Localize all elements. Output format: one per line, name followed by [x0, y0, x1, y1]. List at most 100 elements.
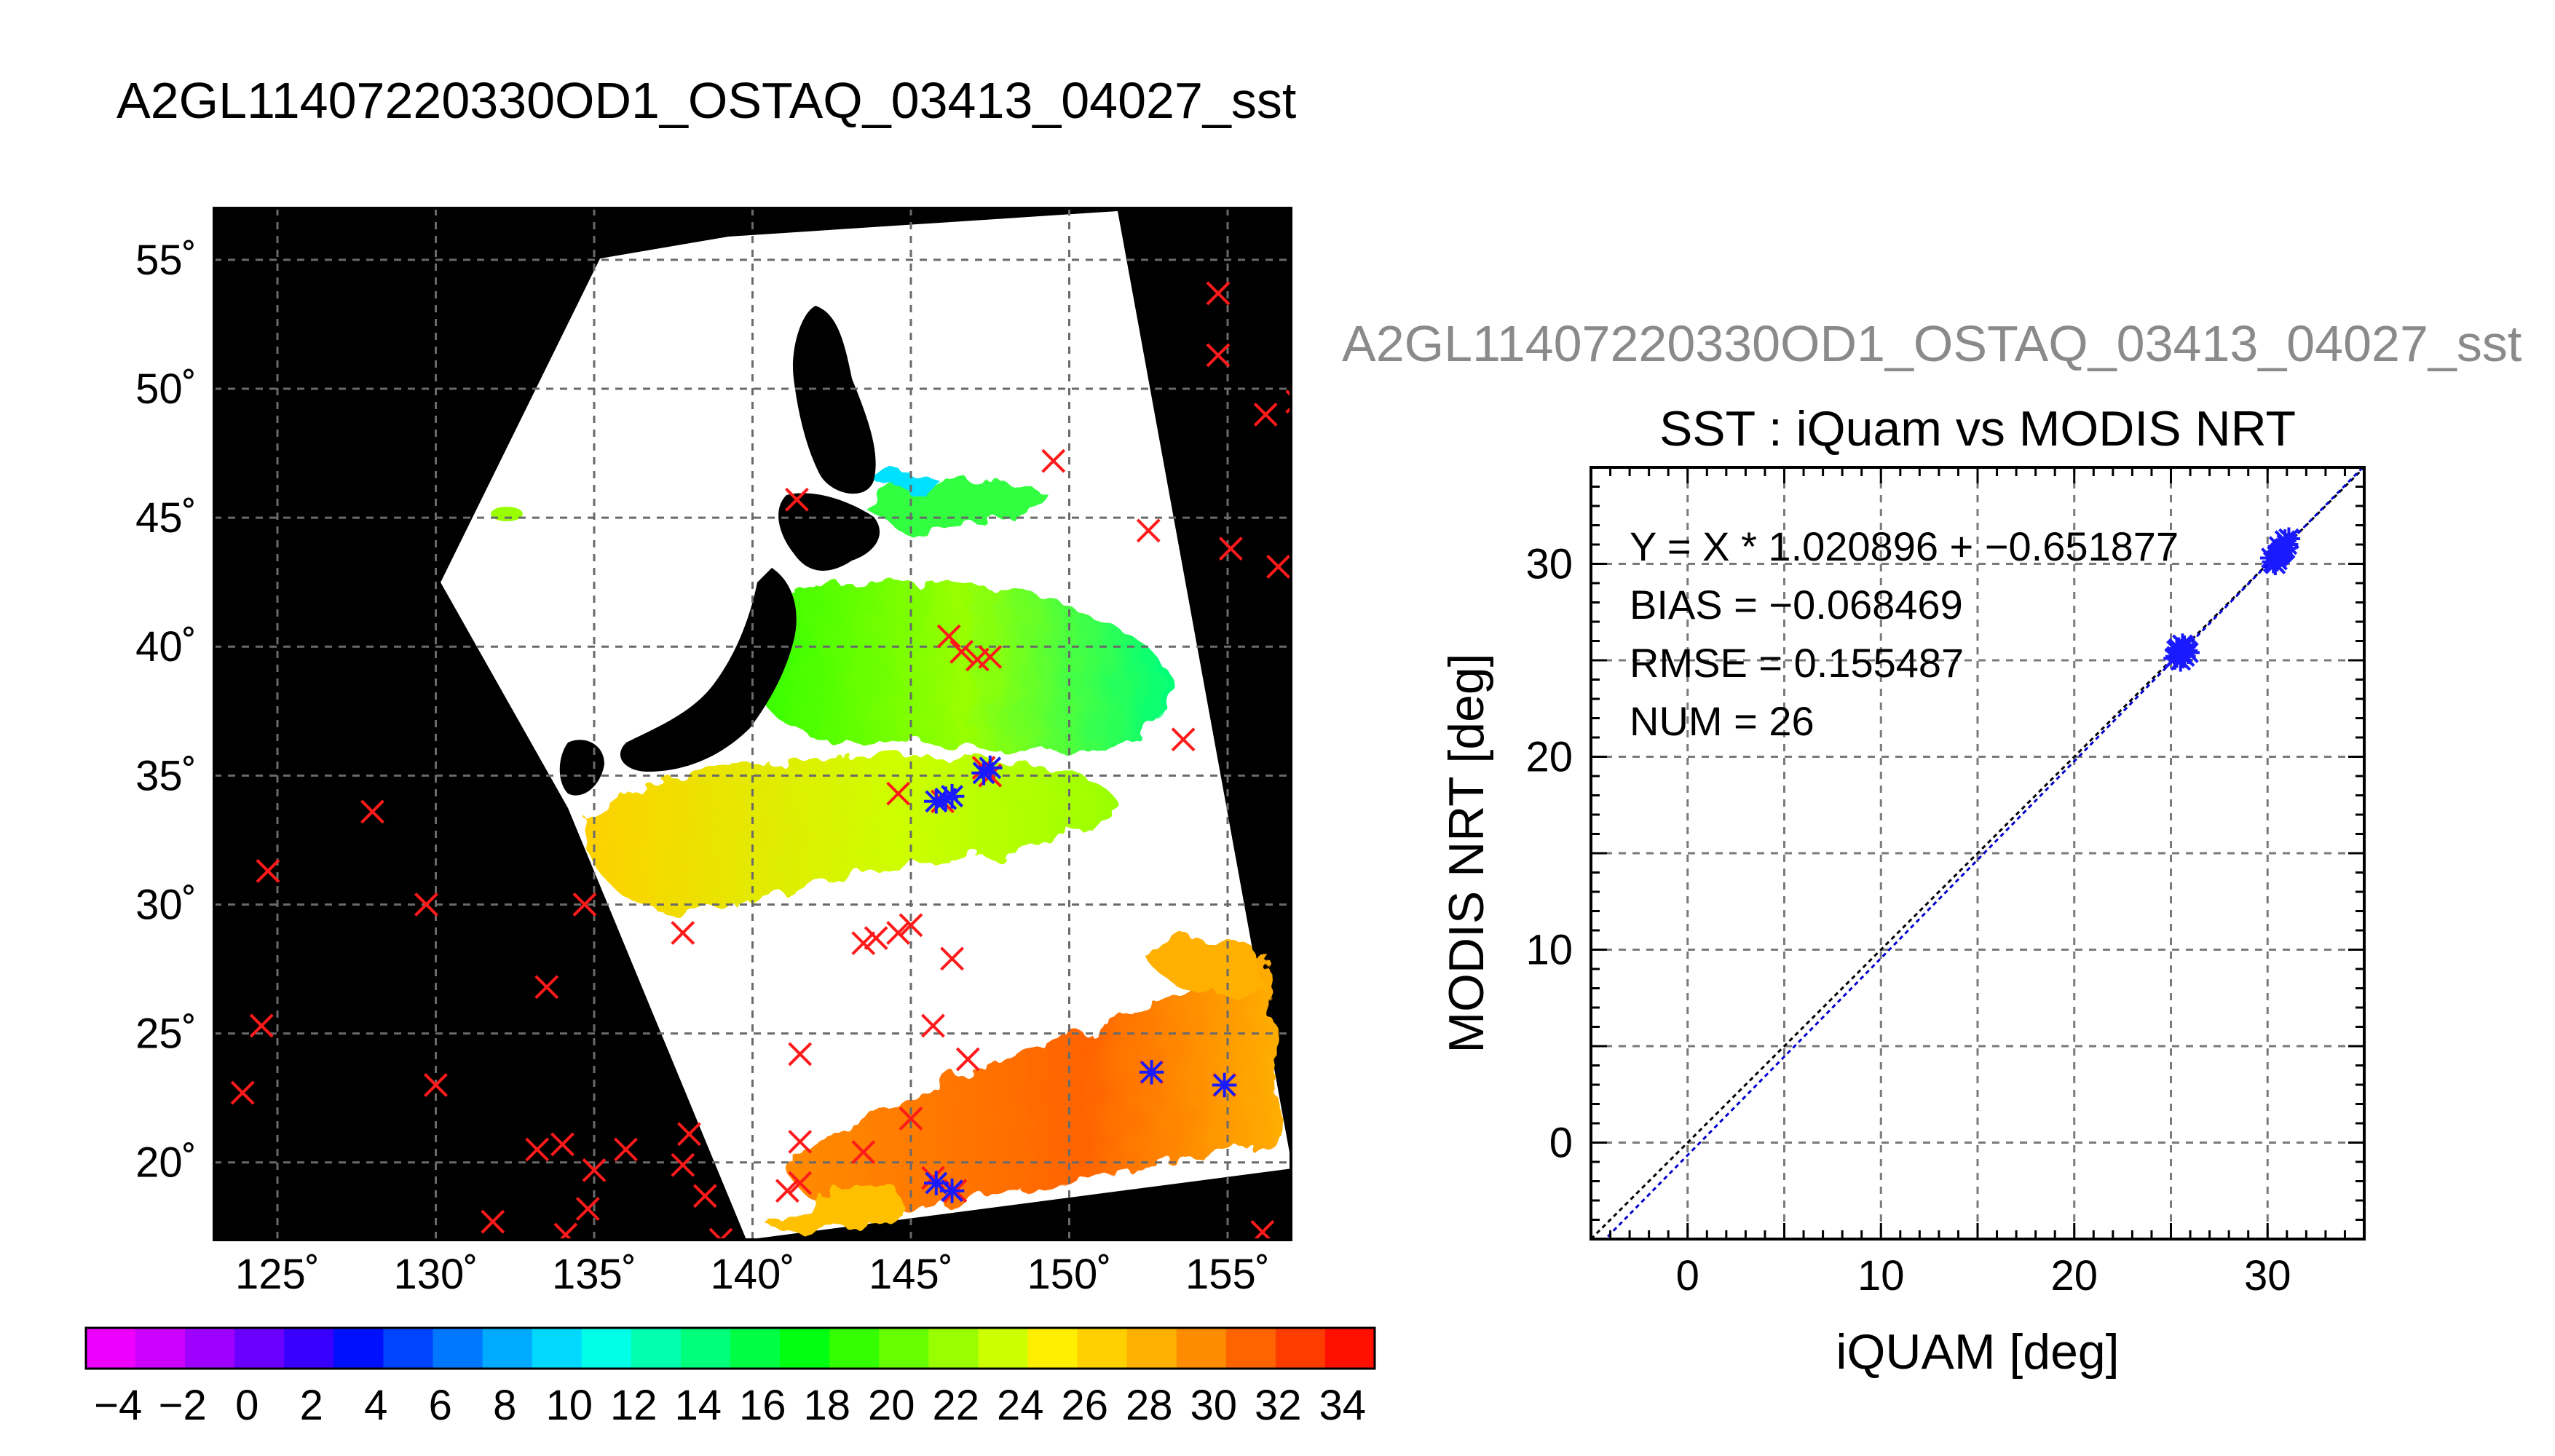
- map-x-tick: 140˚: [710, 1251, 794, 1298]
- map-x-tick: 150˚: [1027, 1251, 1111, 1298]
- scatter-minor-ticks: [1591, 467, 2364, 1239]
- iquam-marker: [978, 644, 1003, 669]
- map-grid: [214, 208, 1291, 1240]
- iquam-marker: [940, 946, 964, 971]
- colorbar-cell: [433, 1328, 483, 1369]
- land-continent: [214, 208, 746, 1240]
- map-y-tick: 20˚: [135, 1139, 197, 1187]
- iquam-marker: [784, 487, 809, 512]
- sst-field-far-south: [772, 1184, 903, 1233]
- iquam-marker: [936, 624, 961, 649]
- map-x-tick: 135˚: [552, 1251, 636, 1298]
- iquam-marker: [851, 1140, 876, 1164]
- colorbar-tick: 10: [545, 1382, 593, 1429]
- colorbar-cell: [680, 1328, 731, 1369]
- map-x-tick: 155˚: [1185, 1251, 1270, 1298]
- scatter-subtitle: A2GL11407220330OD1_OSTAQ_03413_04027_sst: [1342, 315, 2522, 372]
- iquam-marker: [677, 1122, 701, 1147]
- stats-bias: BIAS = −0.068469: [1630, 582, 1963, 628]
- colorbar-tick: 0: [235, 1382, 258, 1429]
- iquam-marker: [1266, 554, 1291, 579]
- sst-field-central: [583, 756, 1121, 910]
- colorbar-tick: −2: [159, 1382, 207, 1429]
- scatter-y-tick-labels: 0 10 20 30: [1525, 541, 1573, 1167]
- colorbar-cell: [333, 1328, 384, 1369]
- map-x-tick: 145˚: [869, 1251, 953, 1298]
- map-y-tick: 55˚: [135, 237, 197, 284]
- sst-field-cold: [874, 472, 939, 491]
- iquam-marker: [671, 921, 695, 945]
- colorbar-cells: [86, 1328, 1375, 1369]
- iquam-marker: [708, 1227, 733, 1240]
- iquam-marker: [424, 1073, 448, 1097]
- colorbar-cell: [532, 1328, 583, 1369]
- colorbar-tick: 22: [932, 1382, 979, 1429]
- colorbar-tick: 12: [610, 1382, 657, 1429]
- stats-block: Y = X * 1.020896 + −0.651877 BIAS = −0.0…: [1630, 523, 2179, 744]
- iquam-marker: [614, 1137, 638, 1162]
- scatter-x-tick-labels: 0 10 20 30: [1676, 1252, 2291, 1299]
- map-markers: [230, 281, 1291, 1240]
- land-hokkaido: [778, 493, 880, 571]
- colorbar: −4 −2 0 2 4 6 8 10 12 14 16 18 20 22 24 26 28 30 32 34: [84, 1326, 1376, 1429]
- iquam-marker: [899, 1107, 923, 1131]
- sst-field-east: [1136, 935, 1267, 996]
- iquam-marker: [481, 1209, 505, 1234]
- iquam-marker: [1041, 448, 1066, 473]
- colorbar-tick: 30: [1190, 1382, 1237, 1429]
- iquam-marker: [886, 781, 911, 806]
- map-x-tick: 130˚: [393, 1251, 478, 1298]
- sst-map: 125˚ 130˚ 135˚ 140˚ 145˚ 150˚ 155˚ 20˚ 25˚ 30˚ 35…: [135, 207, 1292, 1298]
- iquam-marker: [692, 1184, 717, 1208]
- scatter-y-label: MODIS NRT [deg]: [1439, 653, 1494, 1053]
- iquam-marker: [534, 975, 559, 1000]
- map-y-tick: 50˚: [135, 365, 197, 413]
- iquam-marker: [851, 931, 876, 956]
- colorbar-tick-labels: −4 −2 0 2 4 6 8 10 12 14 16 18 20 22 24 26 28 30 32 34: [94, 1382, 1366, 1429]
- colorbar-tick: 2: [300, 1382, 323, 1429]
- scatter-x-tick: 30: [2244, 1252, 2291, 1299]
- iquam-marker: [582, 1158, 607, 1182]
- iquam-marker: [1218, 537, 1243, 561]
- colorbar-cell: [730, 1328, 781, 1369]
- colorbar-cell: [86, 1328, 136, 1369]
- colorbar-cell: [928, 1328, 979, 1369]
- scatter-x-tick: 0: [1676, 1252, 1699, 1299]
- scatter-x-tick: 10: [1857, 1252, 1905, 1299]
- map-y-tick: 30˚: [135, 881, 197, 928]
- colorbar-cell: [1275, 1328, 1326, 1369]
- colorbar-cell: [829, 1328, 880, 1369]
- scatter-points: [2163, 527, 2301, 672]
- iquam-marker: [1206, 343, 1231, 368]
- iquam-marker: [575, 1197, 600, 1221]
- colorbar-cell: [879, 1328, 929, 1369]
- colorbar-tick: −4: [94, 1382, 142, 1429]
- colorbar-cell: [631, 1328, 682, 1369]
- colorbar-tick: 34: [1319, 1382, 1366, 1429]
- scatter-point: [2277, 527, 2301, 550]
- colorbar-tick: 6: [429, 1382, 452, 1429]
- colorbar-cell: [1176, 1328, 1227, 1369]
- map-x-tick-labels: 125˚ 130˚ 135˚ 140˚ 145˚ 150˚ 155˚: [235, 1251, 1270, 1298]
- iquam-marker: [788, 1129, 813, 1154]
- colorbar-tick: 4: [364, 1382, 387, 1429]
- colorbar-cell: [1077, 1328, 1128, 1369]
- iquam-marker: [230, 1080, 255, 1105]
- matchup-marker: [977, 755, 1003, 780]
- sst-field: [583, 472, 1282, 1233]
- scatter-grid: [1591, 467, 2364, 1239]
- colorbar-cell: [185, 1328, 235, 1369]
- scatter-point: [2169, 639, 2192, 662]
- stats-equation: Y = X * 1.020896 + −0.651877: [1630, 523, 2179, 569]
- stats-num: NUM = 26: [1630, 698, 1814, 744]
- colorbar-tick: 16: [739, 1382, 786, 1429]
- map-frame: [213, 207, 1292, 1241]
- land-sakhalin: [793, 306, 876, 494]
- colorbar-cell: [978, 1328, 1029, 1369]
- map-y-tick: 35˚: [135, 752, 197, 799]
- iquam-marker: [550, 1132, 574, 1157]
- iquam-marker: [921, 1013, 945, 1038]
- iquam-marker: [572, 893, 597, 917]
- colorbar-cell: [383, 1328, 434, 1369]
- scatter-y-tick: 10: [1525, 927, 1573, 974]
